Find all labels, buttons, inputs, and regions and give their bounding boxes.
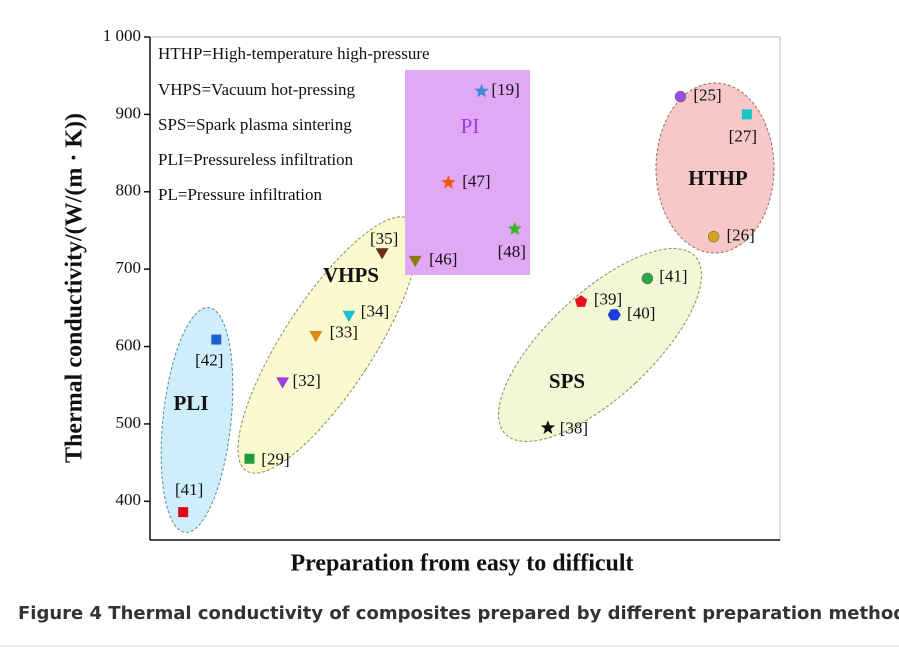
group-label: PLI	[173, 391, 208, 415]
point-label: [38]	[560, 419, 588, 438]
y-tick-label: 400	[116, 490, 142, 509]
group-label: VHPS	[323, 263, 379, 287]
group-ellipse	[498, 248, 702, 442]
point-label: [35]	[370, 229, 398, 248]
note: PL=Pressure infiltration	[158, 185, 322, 204]
y-axis-title: Thermal conductivity/(W/(m · K))	[62, 113, 88, 463]
point-label: [48]	[498, 242, 526, 261]
point	[342, 310, 356, 323]
point-label: [41]	[659, 266, 687, 285]
point-label: [26]	[727, 226, 755, 245]
group-ellipse	[160, 307, 234, 533]
point	[441, 175, 456, 189]
point	[244, 453, 255, 464]
note: VHPS=Vacuum hot-pressing	[158, 80, 356, 99]
point-label: [41]	[175, 480, 203, 499]
group-label: PI	[461, 114, 480, 138]
point-label: [39]	[594, 290, 622, 309]
point	[408, 255, 422, 268]
group-ellipse	[237, 216, 419, 474]
point	[540, 420, 555, 434]
point	[741, 109, 752, 120]
point-label: [32]	[292, 371, 320, 390]
y-tick-label: 800	[116, 181, 142, 200]
caption: Figure 4 Thermal conductivity of composi…	[18, 603, 899, 624]
point	[607, 309, 621, 321]
point	[309, 331, 323, 343]
point	[211, 334, 222, 345]
point-label: [27]	[729, 126, 757, 145]
point-label: [33]	[330, 323, 358, 342]
point-label: [19]	[491, 80, 519, 99]
note: HTHP=High-temperature high-pressure	[158, 44, 430, 63]
group-ellipse	[655, 82, 775, 254]
point	[474, 83, 489, 98]
point-label: [42]	[195, 350, 223, 369]
x-axis-title: Preparation from easy to difficult	[290, 551, 633, 577]
point	[507, 221, 522, 235]
point	[178, 507, 189, 518]
y-tick-label: 600	[116, 335, 142, 354]
point	[674, 90, 687, 103]
point-label: [47]	[462, 171, 490, 190]
point-label: [34]	[361, 301, 389, 320]
group-label: HTHP	[688, 166, 748, 190]
group-label: SPS	[549, 369, 585, 393]
point-label: [40]	[627, 304, 655, 323]
note: PLI=Pressureless infiltration	[158, 150, 354, 169]
y-tick-label: 700	[116, 258, 142, 277]
point	[707, 230, 720, 243]
y-tick-label: 900	[116, 103, 142, 122]
y-tick-label: 500	[116, 413, 142, 432]
point	[276, 377, 290, 389]
point	[574, 295, 588, 307]
group-rect	[405, 70, 530, 275]
point-label: [25]	[693, 85, 721, 104]
point-label: [46]	[429, 250, 457, 269]
point-label: [29]	[261, 450, 289, 469]
note: SPS=Spark plasma sintering	[158, 115, 352, 134]
point	[641, 272, 654, 285]
y-tick-label: 1 000	[103, 26, 141, 45]
point	[375, 248, 389, 260]
